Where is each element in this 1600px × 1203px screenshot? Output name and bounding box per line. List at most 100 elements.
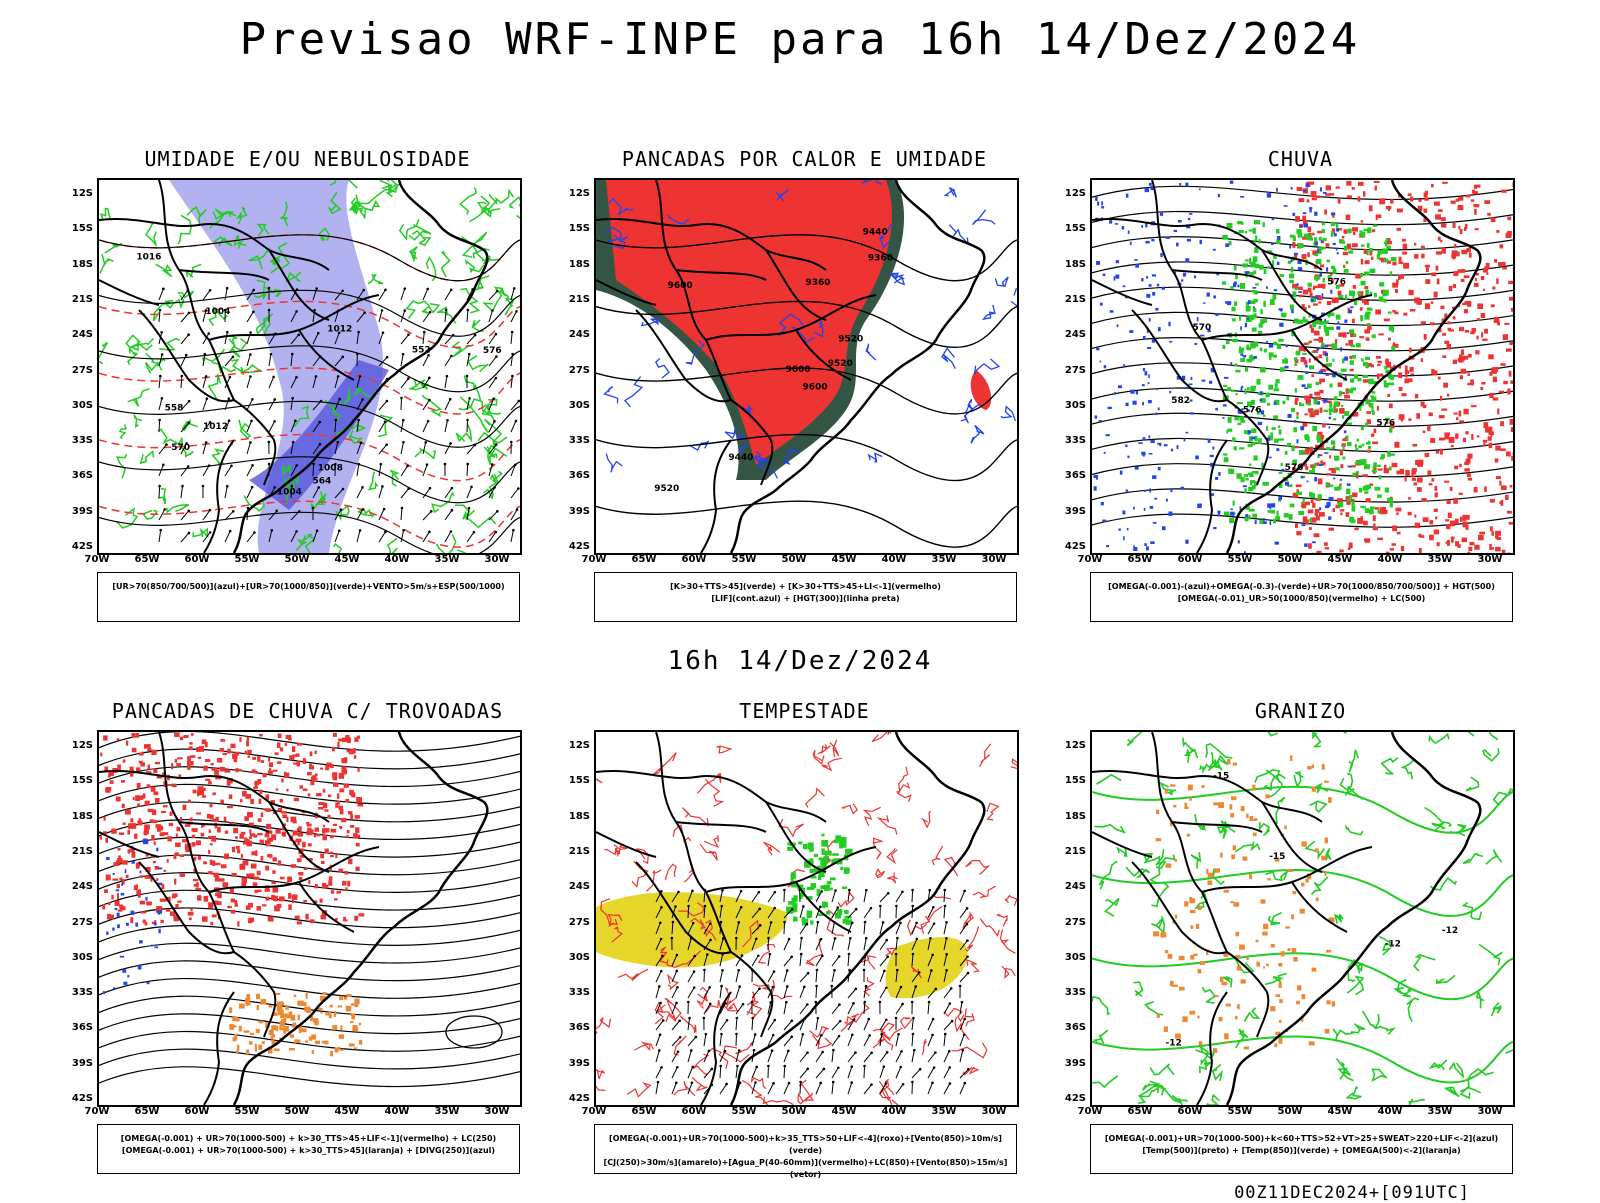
lat-tick-label: 27S bbox=[63, 365, 93, 376]
lat-tick-label: 36S bbox=[560, 470, 590, 481]
lon-tick-label: 45W bbox=[829, 1106, 859, 1117]
lon-tick-label: 65W bbox=[132, 554, 162, 565]
contour-label: 9360 bbox=[805, 278, 830, 288]
lat-tick-label: 30S bbox=[560, 952, 590, 963]
panel-title-umidade: UMIDADE E/OU NEBULOSIDADE bbox=[78, 147, 538, 171]
forecast-time-title: 16h 14/Dez/2024 bbox=[0, 646, 1600, 676]
lon-tick-label: 65W bbox=[132, 1106, 162, 1117]
lat-tick-label: 30S bbox=[63, 400, 93, 411]
lat-tick-label: 42S bbox=[560, 1093, 590, 1104]
lon-tick-label: 30W bbox=[482, 1106, 512, 1117]
lon-tick-label: 45W bbox=[829, 554, 859, 565]
contour-label: 1004 bbox=[205, 307, 230, 317]
lat-tick-label: 24S bbox=[560, 329, 590, 340]
lon-tick-label: 50W bbox=[282, 554, 312, 565]
lon-tick-label: 65W bbox=[1125, 554, 1155, 565]
lat-tick-label: 21S bbox=[560, 294, 590, 305]
lat-tick-label: 33S bbox=[560, 987, 590, 998]
lon-tick-label: 70W bbox=[1075, 554, 1105, 565]
lon-tick-label: 40W bbox=[1375, 1106, 1405, 1117]
contour-label: 576 bbox=[1285, 463, 1304, 473]
legend-umidade: [UR>70(850/700/500)](azul)+[UR>70(1000/8… bbox=[97, 572, 520, 622]
contour-label: 564 bbox=[313, 477, 332, 487]
lat-tick-label: 12S bbox=[63, 188, 93, 199]
lon-tick-label: 70W bbox=[579, 554, 609, 565]
lon-tick-label: 40W bbox=[879, 1106, 909, 1117]
panel-title-tempestade: TEMPESTADE bbox=[575, 699, 1035, 723]
lon-tick-label: 40W bbox=[382, 554, 412, 565]
lat-tick-label: 30S bbox=[1056, 400, 1086, 411]
lat-tick-label: 30S bbox=[560, 400, 590, 411]
lon-tick-label: 30W bbox=[482, 554, 512, 565]
contour-label: 576 bbox=[1376, 419, 1395, 429]
lon-tick-label: 35W bbox=[929, 554, 959, 565]
lat-tick-label: 12S bbox=[1056, 188, 1086, 199]
lon-tick-label: 35W bbox=[1425, 554, 1455, 565]
lon-tick-label: 35W bbox=[432, 1106, 462, 1117]
contour-label: 9440 bbox=[863, 228, 888, 238]
lon-tick-label: 55W bbox=[232, 554, 262, 565]
contour-label: 9520 bbox=[654, 484, 679, 494]
lon-tick-label: 40W bbox=[1375, 554, 1405, 565]
lat-tick-label: 15S bbox=[1056, 223, 1086, 234]
lat-tick-label: 12S bbox=[560, 188, 590, 199]
legend-line: [LIF](cont.azul) + [HGT(300)](linha pret… bbox=[595, 593, 1016, 605]
panel-title-pancadas-calor: PANCADAS POR CALOR E UMIDADE bbox=[575, 147, 1035, 171]
legend-line: [K>30+TTS>45](verde) + [K>30+TTS>45+LI<-… bbox=[595, 581, 1016, 593]
lon-tick-label: 60W bbox=[679, 1106, 709, 1117]
contour-label: 1012 bbox=[203, 422, 228, 432]
lon-tick-label: 50W bbox=[1275, 1106, 1305, 1117]
lon-tick-label: 55W bbox=[1225, 1106, 1255, 1117]
lat-tick-label: 24S bbox=[63, 881, 93, 892]
legend-line: [OMEGA(-0.001)-(azul)+OMEGA(-0.3)-(verde… bbox=[1091, 581, 1512, 593]
legend-line: [UR>70(850/700/500)](azul)+[UR>70(1000/8… bbox=[98, 581, 519, 593]
contour-label: 570 bbox=[171, 443, 190, 453]
lon-tick-label: 40W bbox=[879, 554, 909, 565]
lon-tick-label: 70W bbox=[82, 554, 112, 565]
lat-tick-label: 30S bbox=[1056, 952, 1086, 963]
lat-tick-label: 33S bbox=[560, 435, 590, 446]
lat-tick-label: 42S bbox=[560, 541, 590, 552]
lat-tick-label: 15S bbox=[560, 775, 590, 786]
main-title: Previsao WRF-INPE para 16h 14/Dez/2024 bbox=[0, 14, 1600, 65]
legend-line: [CJ(250)>30m/s](amarelo)+[Agua_P(40-60mm… bbox=[595, 1157, 1016, 1181]
lon-tick-label: 55W bbox=[1225, 554, 1255, 565]
legend-line: [OMEGA(-0.001) + UR>70(1000-500) + k>30_… bbox=[98, 1145, 519, 1157]
lat-tick-label: 18S bbox=[1056, 259, 1086, 270]
lat-tick-label: 42S bbox=[63, 1093, 93, 1104]
lon-tick-label: 50W bbox=[779, 1106, 809, 1117]
lat-tick-label: 15S bbox=[1056, 775, 1086, 786]
lat-tick-label: 33S bbox=[63, 987, 93, 998]
contour-label: 576 bbox=[1327, 277, 1346, 287]
lat-tick-label: 24S bbox=[560, 881, 590, 892]
lon-tick-label: 55W bbox=[232, 1106, 262, 1117]
lat-tick-label: 21S bbox=[1056, 294, 1086, 305]
legend-line: [OMEGA(-0.001)+UR>70(1000-500)+k<60+TTS>… bbox=[1091, 1133, 1512, 1145]
lat-tick-label: 21S bbox=[560, 846, 590, 857]
lon-tick-label: 35W bbox=[432, 554, 462, 565]
lat-tick-label: 27S bbox=[560, 917, 590, 928]
lat-tick-label: 42S bbox=[1056, 1093, 1086, 1104]
legend-line: [OMEGA(-0.001) + UR>70(1000-500) + k>30_… bbox=[98, 1133, 519, 1145]
contour-label: -15 bbox=[1213, 772, 1229, 782]
contour-label: 570 bbox=[1193, 323, 1212, 333]
contour-label: 9520 bbox=[838, 334, 863, 344]
lat-tick-label: 42S bbox=[1056, 541, 1086, 552]
lon-tick-label: 30W bbox=[979, 554, 1009, 565]
lat-tick-label: 15S bbox=[63, 223, 93, 234]
contour-label: 9360 bbox=[868, 254, 893, 264]
lat-tick-label: 27S bbox=[1056, 917, 1086, 928]
lat-tick-label: 36S bbox=[63, 1022, 93, 1033]
model-run-label: 00Z11DEC2024+[091UTC] bbox=[1234, 1183, 1470, 1203]
lat-tick-label: 27S bbox=[63, 917, 93, 928]
contour-label: 582 bbox=[1171, 396, 1190, 406]
lat-tick-label: 18S bbox=[560, 811, 590, 822]
lat-tick-label: 36S bbox=[63, 470, 93, 481]
contour-label: 1012 bbox=[327, 325, 352, 335]
lat-tick-label: 24S bbox=[1056, 881, 1086, 892]
lon-tick-label: 45W bbox=[1325, 1106, 1355, 1117]
lat-tick-label: 18S bbox=[63, 811, 93, 822]
legend-pancadas-calor: [K>30+TTS>45](verde) + [K>30+TTS>45+LI<-… bbox=[594, 572, 1017, 622]
